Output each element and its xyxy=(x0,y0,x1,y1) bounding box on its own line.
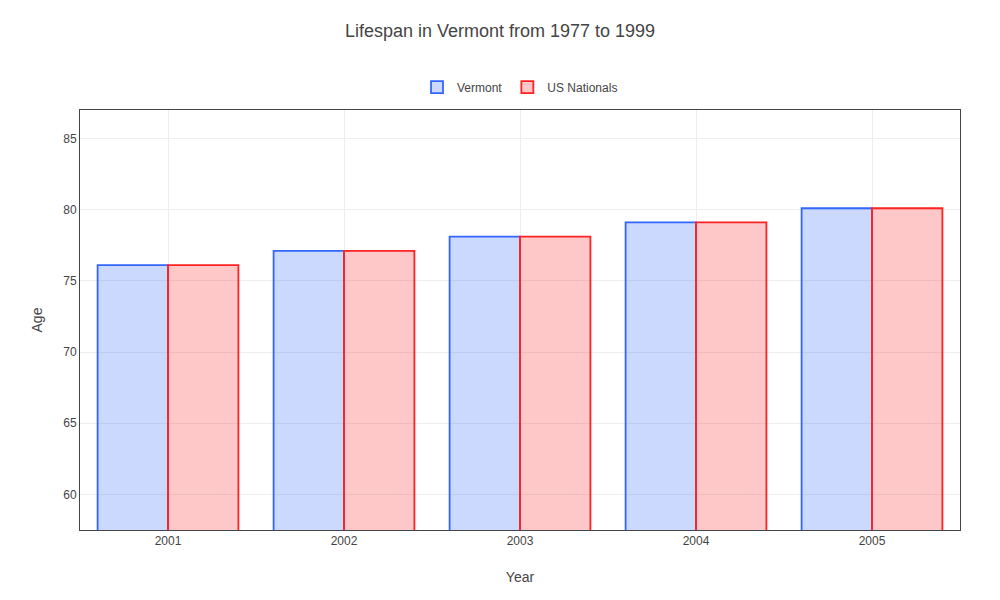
svg-text:80: 80 xyxy=(63,203,77,217)
svg-text:Lifespan in Vermont from 1977: Lifespan in Vermont from 1977 to 1999 xyxy=(345,21,655,41)
svg-text:Age: Age xyxy=(29,307,45,332)
svg-text:Vermont: Vermont xyxy=(457,81,502,95)
svg-text:US Nationals: US Nationals xyxy=(547,81,617,95)
svg-text:2005: 2005 xyxy=(859,534,886,548)
svg-text:65: 65 xyxy=(63,416,77,430)
svg-text:85: 85 xyxy=(63,132,77,146)
svg-text:2001: 2001 xyxy=(155,534,182,548)
svg-text:75: 75 xyxy=(63,274,77,288)
svg-text:70: 70 xyxy=(63,345,77,359)
svg-text:60: 60 xyxy=(63,488,77,502)
svg-text:Year: Year xyxy=(506,569,535,585)
svg-text:2003: 2003 xyxy=(507,534,534,548)
svg-text:2004: 2004 xyxy=(683,534,710,548)
svg-text:2002: 2002 xyxy=(331,534,358,548)
